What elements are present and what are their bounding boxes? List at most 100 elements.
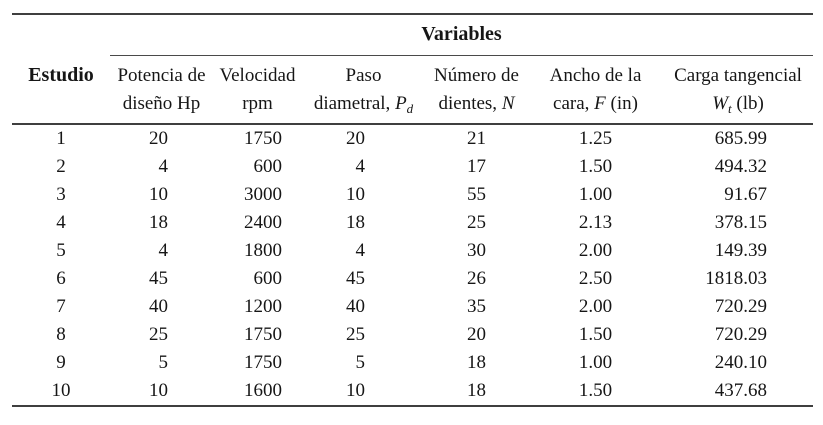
col-header-velocidad: Velocidad rpm xyxy=(213,55,302,125)
table-cell: 3000 xyxy=(244,183,282,205)
table-row: 5 4 1800 4 30 2.00 149.39 xyxy=(12,237,813,265)
table-cell: 25 xyxy=(149,323,168,345)
table-cell: 437.68 xyxy=(714,379,768,401)
table-cell: 1600 xyxy=(244,379,282,401)
page: { "table": { "group_header": "Variables"… xyxy=(0,13,823,425)
table-cell: 1.50 xyxy=(578,379,613,401)
table-row: 8 25 1750 25 20 1.50 720.29 xyxy=(12,321,813,349)
table-cell: 1 xyxy=(56,127,66,149)
header-line1: Paso xyxy=(345,64,382,86)
table-cell: 600 xyxy=(253,155,283,177)
header-suffix: (lb) xyxy=(731,92,764,114)
corner-cell xyxy=(12,14,110,55)
table-cell: 3 xyxy=(56,183,66,205)
table-cell: 1.50 xyxy=(578,155,613,177)
table-cell: 1200 xyxy=(244,295,282,317)
table-cell: 40 xyxy=(346,295,365,317)
col-header-carga-tangencial: Carga tangencial Wt (lb) xyxy=(663,55,814,125)
header-symbol: F xyxy=(594,92,606,114)
table-cell: 2 xyxy=(56,155,66,177)
header-text: cara, xyxy=(553,92,595,114)
table-cell: 30 xyxy=(467,239,486,261)
header-line2: diseño Hp xyxy=(110,90,213,123)
table-cell: 25 xyxy=(346,323,365,345)
col-header-potencia: Potencia de diseño Hp xyxy=(110,55,213,125)
table-cell: 1750 xyxy=(244,351,282,373)
table-row: 4 18 2400 18 25 2.13 378.15 xyxy=(12,209,813,237)
header-line1: Número de xyxy=(434,64,519,86)
table-row: 9 5 1750 5 18 1.00 240.10 xyxy=(12,349,813,377)
table-cell: 18 xyxy=(346,211,365,233)
table-cell: 8 xyxy=(56,323,66,345)
table-cell: 2400 xyxy=(244,211,282,233)
table-cell: 6 xyxy=(56,267,66,289)
table-cell: 18 xyxy=(467,379,486,401)
table-cell: 149.39 xyxy=(714,239,768,261)
table-cell: 45 xyxy=(346,267,365,289)
col-header-ancho-cara: Ancho de la cara, F (in) xyxy=(528,55,663,125)
col-header-paso-diametral: Paso diametral, Pd xyxy=(302,55,425,125)
table-cell: 1.25 xyxy=(578,127,613,149)
table-cell: 2.00 xyxy=(578,295,613,317)
header-line2: rpm xyxy=(213,90,302,123)
data-table: Variables Estudio Potencia de diseño Hp … xyxy=(12,13,814,407)
table-cell: 2.50 xyxy=(578,267,613,289)
table-cell: 720.29 xyxy=(714,323,768,345)
table-cell: 17 xyxy=(467,155,486,177)
table-cell: 5 xyxy=(355,351,366,373)
header-line1: Potencia de xyxy=(117,64,206,86)
header-symbol: P xyxy=(395,92,407,114)
table-cell: 40 xyxy=(149,295,168,317)
table-cell: 1750 xyxy=(244,127,282,149)
table-cell: 4 xyxy=(158,239,169,261)
table-cell: 1.00 xyxy=(578,183,613,205)
table-cell: 4 xyxy=(158,155,169,177)
table-cell: 4 xyxy=(355,155,366,177)
table-cell: 20 xyxy=(346,127,365,149)
table-cell: 2.00 xyxy=(578,239,613,261)
table-cell: 2.13 xyxy=(578,211,613,233)
table-cell: 1818.03 xyxy=(705,267,768,289)
header-line1: Carga tangencial xyxy=(674,64,802,86)
header-text: rpm xyxy=(242,92,273,114)
header-line2: dientes, N xyxy=(425,90,528,123)
table-cell: 35 xyxy=(467,295,486,317)
col-header-numero-dientes: Número de dientes, N xyxy=(425,55,528,125)
header-line1: Velocidad xyxy=(219,64,296,86)
table-cell: 378.15 xyxy=(714,211,768,233)
table-body: 1 20 1750 20 21 1.25 685.99 2 4 600 4 17 1.50 494.32 3… xyxy=(12,124,813,406)
table-cell: 20 xyxy=(149,127,168,149)
header-suffix: (in) xyxy=(605,92,638,114)
table-cell: 10 xyxy=(149,183,168,205)
table-cell: 4 xyxy=(355,239,366,261)
header-line1: Ancho de la xyxy=(549,64,642,86)
variables-group-header: Variables xyxy=(110,14,814,56)
table-cell: 18 xyxy=(467,351,486,373)
table-cell: 494.32 xyxy=(714,155,768,177)
table-cell: 7 xyxy=(56,295,66,317)
table-cell: 9 xyxy=(56,351,66,373)
header-line2: Wt (lb) xyxy=(663,90,813,123)
table-cell: 55 xyxy=(467,183,486,205)
header-symbol: N xyxy=(501,92,515,114)
table-cell: 685.99 xyxy=(714,127,768,149)
table-cell: 25 xyxy=(467,211,486,233)
table-row: 10 10 1600 10 18 1.50 437.68 xyxy=(12,377,813,406)
header-text: diseño Hp xyxy=(122,92,201,114)
table-cell: 240.10 xyxy=(714,351,768,373)
table-cell: 10 xyxy=(346,379,365,401)
table-cell: 10 xyxy=(346,183,365,205)
table-cell: 1800 xyxy=(244,239,282,261)
group-header-row: Variables xyxy=(12,14,814,56)
table-cell: 5 xyxy=(56,239,66,261)
col-header-estudio: Estudio xyxy=(12,55,110,125)
header-text: dientes, xyxy=(438,92,502,114)
table-header: Variables Estudio Potencia de diseño Hp … xyxy=(12,14,814,125)
table-cell: 4 xyxy=(56,211,66,233)
column-header-row: Estudio Potencia de diseño Hp Velocidad … xyxy=(12,55,814,125)
table-row: 2 4 600 4 17 1.50 494.32 xyxy=(12,153,813,181)
table-cell: 5 xyxy=(158,351,169,373)
table-row: 7 40 1200 40 35 2.00 720.29 xyxy=(12,293,813,321)
table-cell: 45 xyxy=(149,267,168,289)
table-cell: 20 xyxy=(467,323,486,345)
